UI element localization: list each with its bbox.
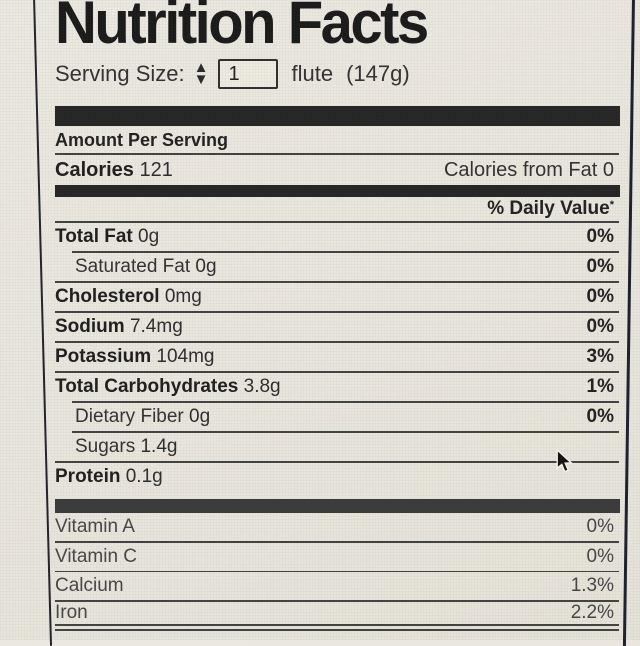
calories-value: Calories 121 bbox=[55, 158, 173, 181]
separator bbox=[55, 371, 619, 373]
serving-size-row: Serving Size: ▲ ▼ flute (147g) bbox=[55, 50, 622, 98]
divider-bar-mid bbox=[55, 185, 620, 197]
nutrient-row-saturated-fat: Saturated Fat 0g 0% bbox=[75, 256, 614, 277]
divider-bar-top bbox=[55, 106, 620, 126]
separator bbox=[72, 251, 619, 253]
amount-per-serving-heading: Amount Per Serving bbox=[55, 130, 229, 150]
nutrient-row-cholesterol: Cholesterol 0mg 0% bbox=[55, 286, 614, 307]
serving-weight-label: (147g) bbox=[346, 61, 410, 86]
daily-value-asterisk: * bbox=[609, 199, 614, 211]
separator bbox=[55, 570, 619, 572]
separator bbox=[55, 623, 619, 626]
separator bbox=[55, 311, 619, 313]
stepper-down-icon[interactable]: ▼ bbox=[193, 71, 209, 88]
vitamin-row-vitamin-a: Vitamin A 0% bbox=[55, 516, 614, 537]
nutrition-facts-label: Nutrition Facts Serving Size: ▲ ▼ flute … bbox=[55, 0, 622, 631]
separator bbox=[72, 431, 619, 433]
separator bbox=[55, 221, 619, 223]
separator bbox=[55, 461, 619, 463]
separator bbox=[55, 281, 619, 283]
spacer bbox=[55, 98, 622, 106]
daily-value-header: % Daily Value * bbox=[487, 198, 614, 219]
separator bbox=[55, 153, 619, 155]
vitamin-row-iron: Iron 2.2% bbox=[55, 601, 614, 623]
separator bbox=[55, 600, 619, 602]
vitamin-row-calcium: Calcium 1.3% bbox=[55, 575, 614, 596]
screen-edge-line-left bbox=[33, 0, 53, 646]
nutrient-row-dietary-fiber: Dietary Fiber 0g 0% bbox=[75, 406, 614, 427]
separator bbox=[55, 628, 619, 631]
separator bbox=[72, 401, 619, 403]
nutrient-row-total-fat: Total Fat 0g 0% bbox=[55, 226, 614, 247]
nutrient-row-sugars: Sugars 1.4g bbox=[75, 436, 178, 457]
serving-unit-label: flute bbox=[291, 61, 334, 86]
nutrient-row-potassium: Potassium 104mg 3% bbox=[55, 346, 614, 367]
title-wrap: Nutrition Facts bbox=[55, 0, 622, 54]
page-title: Nutrition Facts bbox=[55, 0, 429, 57]
serving-size-stepper[interactable]: ▲ ▼ bbox=[193, 59, 209, 88]
serving-size-input[interactable] bbox=[218, 59, 279, 89]
separator bbox=[55, 541, 619, 543]
nutrient-row-sodium: Sodium 7.4mg 0% bbox=[55, 316, 614, 337]
serving-size-label: Serving Size: bbox=[55, 61, 185, 86]
nutrient-row-total-carbohydrates: Total Carbohydrates 3.8g 1% bbox=[55, 376, 614, 397]
spacer bbox=[55, 491, 622, 499]
screen-edge-line-right bbox=[622, 0, 635, 646]
separator bbox=[55, 341, 619, 343]
stepper-up-icon[interactable]: ▲ bbox=[193, 59, 209, 76]
divider-bar-bottom bbox=[55, 499, 620, 513]
calories-from-fat: Calories from Fat 0 bbox=[443, 158, 614, 181]
vitamin-row-vitamin-c: Vitamin C 0% bbox=[55, 545, 614, 567]
calories-row: Calories 121 Calories from Fat 0 bbox=[55, 155, 622, 185]
nutrient-row-protein: Protein 0.1g bbox=[55, 466, 163, 487]
